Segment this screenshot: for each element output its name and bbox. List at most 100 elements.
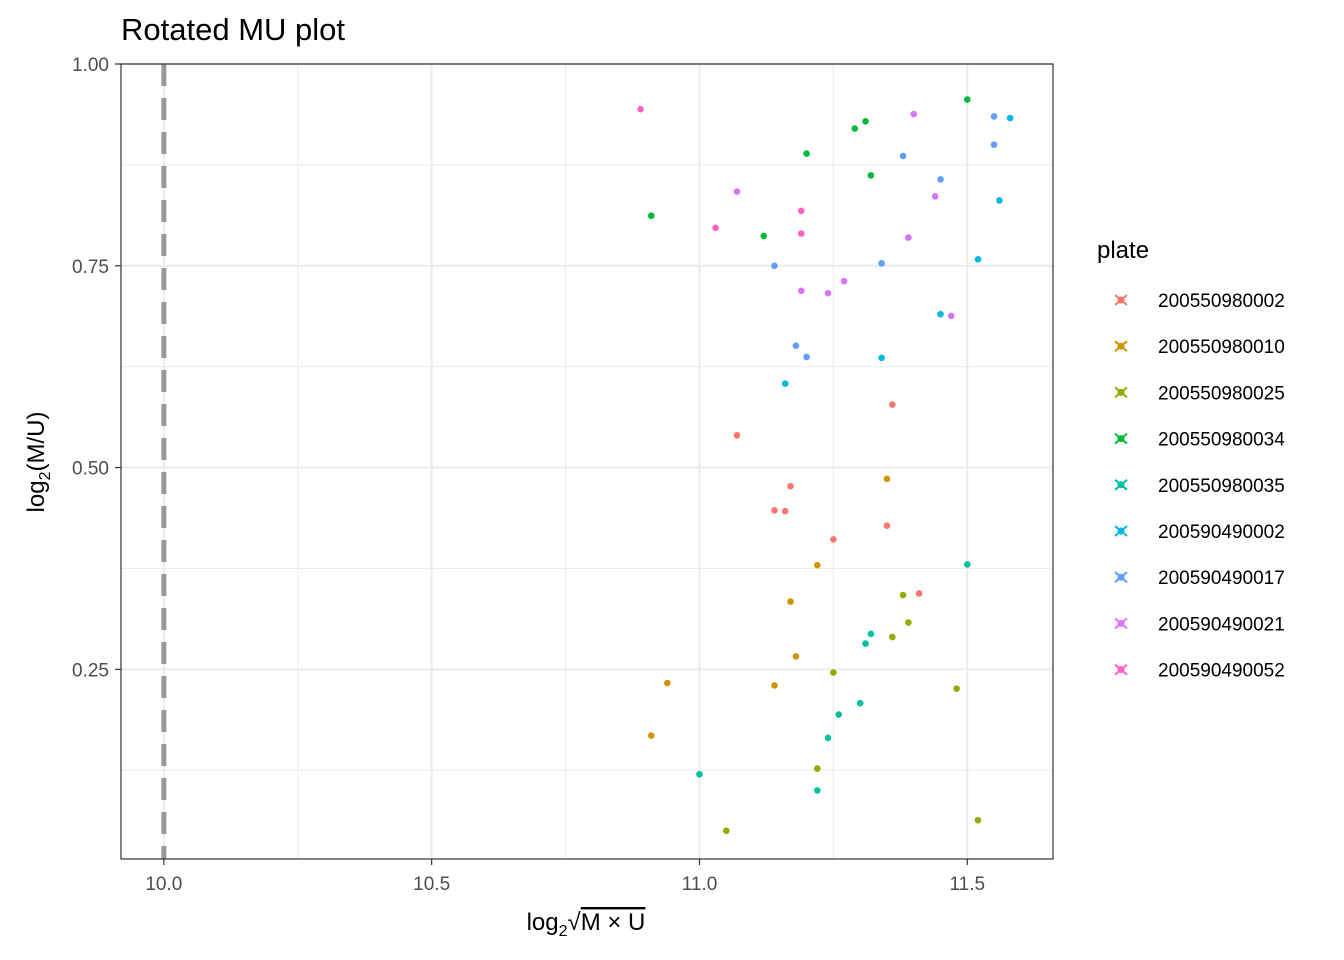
data-point bbox=[883, 522, 891, 529]
data-point bbox=[696, 770, 703, 778]
data-point bbox=[974, 816, 982, 824]
data-point bbox=[840, 277, 848, 285]
x-tick-label: 10.0 bbox=[145, 874, 182, 895]
data-point bbox=[990, 113, 998, 120]
legend-key bbox=[1114, 617, 1128, 630]
data-point bbox=[803, 150, 810, 157]
data-point bbox=[910, 110, 918, 118]
data-point bbox=[781, 380, 789, 387]
legend-key bbox=[1114, 294, 1128, 306]
series-200590490017 bbox=[771, 113, 998, 361]
x-axis: 10.0 10.5 11.0 11.5 bbox=[145, 859, 985, 895]
data-point bbox=[862, 640, 869, 647]
legend-key bbox=[1114, 432, 1128, 445]
legend: plate 200550980002 200550980010 2005509800… bbox=[1097, 237, 1285, 682]
data-point bbox=[647, 212, 655, 220]
legend-item: 200590490017 bbox=[1114, 568, 1285, 589]
legend-key bbox=[1114, 571, 1128, 583]
legend-key bbox=[1114, 340, 1128, 352]
legend-label: 200550980010 bbox=[1158, 337, 1285, 358]
series-200550980010 bbox=[647, 475, 891, 739]
data-point bbox=[931, 193, 939, 200]
y-tick-label: 0.50 bbox=[72, 459, 109, 480]
legend-item: 200550980035 bbox=[1114, 476, 1285, 497]
series-200590490021 bbox=[733, 110, 955, 320]
data-point bbox=[792, 653, 800, 660]
data-point bbox=[899, 152, 907, 160]
y-axis-title: log2(M/U) bbox=[23, 412, 54, 513]
legend-item: 200590490021 bbox=[1114, 614, 1285, 635]
data-point bbox=[963, 561, 971, 568]
data-point bbox=[905, 234, 912, 241]
data-point bbox=[937, 176, 944, 183]
y-axis-title-log: log bbox=[23, 480, 50, 512]
data-point bbox=[787, 598, 794, 605]
legend-item: 200550980002 bbox=[1114, 291, 1285, 312]
series-200550980035 bbox=[696, 561, 971, 794]
data-point bbox=[733, 431, 741, 439]
x-axis-title: log2√M × U bbox=[527, 909, 646, 940]
legend-label: 200550980034 bbox=[1158, 430, 1285, 451]
data-point bbox=[889, 401, 896, 408]
data-point bbox=[1006, 114, 1014, 122]
legend-key bbox=[1114, 386, 1128, 399]
data-point bbox=[647, 732, 655, 739]
data-point bbox=[824, 734, 832, 742]
panel-border bbox=[120, 63, 1054, 860]
data-point bbox=[974, 256, 982, 263]
data-point bbox=[797, 207, 805, 215]
legend-item: 200550980010 bbox=[1114, 337, 1285, 358]
x-axis-title-log: log bbox=[527, 909, 559, 936]
data-point bbox=[915, 590, 923, 597]
data-point bbox=[803, 353, 810, 361]
data-point bbox=[947, 312, 955, 320]
legend-label: 200550980025 bbox=[1158, 383, 1285, 404]
data-point bbox=[712, 224, 719, 232]
series-200550980002 bbox=[733, 401, 923, 597]
series-200590490002 bbox=[781, 114, 1014, 387]
data-point bbox=[996, 197, 1003, 204]
x-axis-title-radical: √ bbox=[568, 909, 582, 936]
data-point bbox=[878, 354, 885, 362]
data-point bbox=[830, 536, 837, 543]
x-tick-label: 11.0 bbox=[682, 874, 718, 895]
data-point bbox=[722, 827, 730, 835]
legend-item: 200550980034 bbox=[1114, 430, 1285, 451]
data-point bbox=[862, 118, 869, 125]
data-point bbox=[889, 633, 896, 641]
y-axis-title-sub: 2 bbox=[37, 471, 54, 480]
legend-item: 200550980025 bbox=[1114, 383, 1285, 404]
data-point bbox=[787, 482, 794, 490]
data-point bbox=[814, 561, 821, 569]
data-point bbox=[771, 507, 778, 514]
x-tick-label: 10.5 bbox=[413, 874, 450, 895]
legend-label: 200590490002 bbox=[1158, 522, 1285, 543]
data-point bbox=[664, 679, 671, 687]
data-point bbox=[830, 669, 837, 676]
data-point bbox=[760, 232, 768, 240]
data-point bbox=[824, 289, 832, 297]
legend-item: 200590490002 bbox=[1114, 522, 1285, 543]
data-point bbox=[851, 125, 859, 132]
data-point bbox=[963, 96, 971, 103]
y-tick-label: 1.00 bbox=[72, 55, 109, 76]
x-axis-title-radicand: M × U bbox=[581, 909, 646, 936]
data-point bbox=[733, 188, 741, 195]
legend-label: 200550980035 bbox=[1158, 476, 1285, 497]
data-point bbox=[899, 591, 907, 599]
y-tick-label: 0.75 bbox=[72, 257, 109, 278]
data-point bbox=[792, 342, 800, 349]
y-axis: 0.25 0.50 0.75 1.00 bbox=[72, 55, 121, 681]
data-point bbox=[814, 787, 821, 794]
legend-key bbox=[1114, 479, 1128, 491]
data-point bbox=[867, 630, 875, 638]
panel-background bbox=[121, 64, 1053, 859]
data-point bbox=[797, 287, 805, 295]
data-point bbox=[937, 310, 944, 318]
legend-label: 200590490052 bbox=[1158, 661, 1285, 682]
data-point bbox=[905, 619, 912, 626]
series-200590490052 bbox=[637, 105, 805, 237]
y-tick-label: 0.25 bbox=[72, 660, 109, 681]
data-point bbox=[637, 105, 644, 113]
legend-title: plate bbox=[1097, 237, 1149, 264]
